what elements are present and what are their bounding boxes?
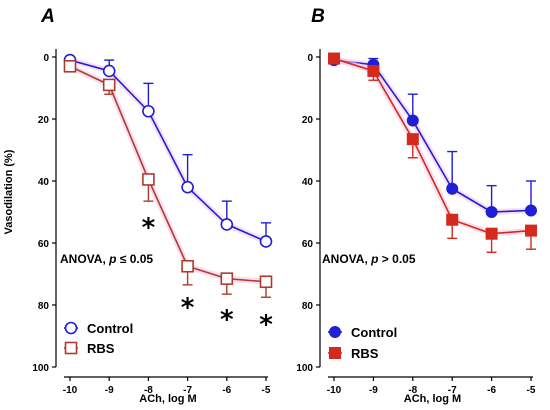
legend-label: Control bbox=[351, 325, 397, 340]
legend-marker bbox=[329, 326, 341, 338]
panel-letter: B bbox=[311, 6, 325, 27]
legend-label: Control bbox=[87, 321, 133, 336]
x-tick-label: -8 bbox=[144, 385, 153, 396]
panel-a: A 0 20 40 60 80 100 -10 -9 -8 -7 -6 -5 ACh, log M Vaso… bbox=[3, 6, 273, 405]
x-tick-label: -9 bbox=[369, 385, 378, 396]
series-line bbox=[333, 57, 532, 235]
y-tick-label: 100 bbox=[296, 363, 313, 374]
x-tick-label: -8 bbox=[408, 385, 417, 396]
y-tick-label: 40 bbox=[38, 177, 50, 188]
y-tick-label: 100 bbox=[32, 363, 49, 374]
data-point bbox=[367, 64, 380, 77]
x-tick-label: -6 bbox=[487, 385, 496, 396]
legend-label: RBS bbox=[351, 346, 379, 361]
series-control bbox=[63, 53, 273, 248]
data-point bbox=[485, 206, 498, 218]
series-rbs bbox=[63, 59, 273, 298]
data-point bbox=[406, 114, 419, 127]
data-point bbox=[220, 218, 234, 231]
data-point bbox=[259, 275, 273, 289]
data-point bbox=[181, 259, 194, 273]
y-tick-label: 20 bbox=[38, 115, 50, 126]
y-tick-label: 40 bbox=[302, 177, 314, 188]
series-line bbox=[69, 65, 267, 283]
legend-marker bbox=[64, 321, 78, 335]
data-point bbox=[485, 227, 498, 240]
x-tick-label: -7 bbox=[448, 385, 457, 396]
series-rbs bbox=[328, 52, 537, 254]
series-glow bbox=[333, 55, 532, 237]
x-axis-title: ACh, log M bbox=[139, 393, 196, 405]
data-point bbox=[446, 213, 459, 226]
y-tick-label: 60 bbox=[38, 239, 50, 250]
x-tick-label: -10 bbox=[327, 385, 342, 396]
significance-star: * bbox=[181, 293, 195, 323]
series-line bbox=[333, 59, 532, 213]
legend: Control RBS bbox=[328, 325, 397, 361]
x-tick-label: -9 bbox=[105, 385, 114, 396]
significance-star: * bbox=[259, 310, 273, 340]
anova-annotation: ANOVA, p > 0.05 bbox=[322, 252, 416, 266]
series-control bbox=[328, 54, 537, 218]
series-line bbox=[69, 59, 267, 243]
data-point bbox=[102, 78, 116, 92]
x-tick-label: -10 bbox=[63, 385, 78, 396]
anova-annotation: ANOVA, p ≤ 0.05 bbox=[60, 252, 153, 266]
data-point bbox=[220, 272, 234, 285]
legend-marker bbox=[64, 341, 78, 355]
data-point bbox=[525, 224, 537, 237]
x-tick-label: -5 bbox=[527, 385, 536, 396]
data-point bbox=[525, 204, 537, 217]
data-point bbox=[446, 182, 459, 195]
significance-star: * bbox=[142, 213, 156, 243]
y-tick-label: 80 bbox=[302, 301, 314, 312]
data-point bbox=[328, 52, 340, 65]
x-tick-label: -7 bbox=[183, 385, 192, 396]
data-point bbox=[181, 180, 194, 194]
data-point bbox=[406, 133, 419, 146]
series-glow bbox=[68, 63, 267, 285]
series-glow bbox=[333, 57, 532, 215]
x-tick-label: -5 bbox=[262, 385, 271, 396]
y-tick-label: 0 bbox=[43, 53, 49, 64]
data-point bbox=[102, 64, 116, 78]
data-point bbox=[63, 59, 77, 73]
y-tick-label: 0 bbox=[307, 53, 313, 64]
legend-marker bbox=[329, 347, 341, 359]
y-axis-title: Vasodilation (%) bbox=[3, 149, 15, 234]
data-point bbox=[142, 104, 155, 118]
x-axis-title: ACh, log M bbox=[404, 393, 461, 405]
data-point bbox=[259, 235, 273, 248]
significance-star: * bbox=[220, 305, 234, 335]
panel-letter: A bbox=[40, 6, 55, 27]
data-point bbox=[142, 173, 155, 186]
legend-label: RBS bbox=[87, 341, 115, 356]
y-tick-label: 20 bbox=[302, 115, 314, 126]
legend: Control RBS bbox=[64, 321, 133, 356]
panel-b: B 0 20 40 60 80 100 -10 -9 -8 -7 -6 -5 ACh, log M ANOV… bbox=[296, 6, 537, 405]
y-tick-label: 80 bbox=[38, 301, 50, 312]
y-tick-label: 60 bbox=[302, 239, 314, 250]
x-tick-label: -6 bbox=[222, 385, 231, 396]
